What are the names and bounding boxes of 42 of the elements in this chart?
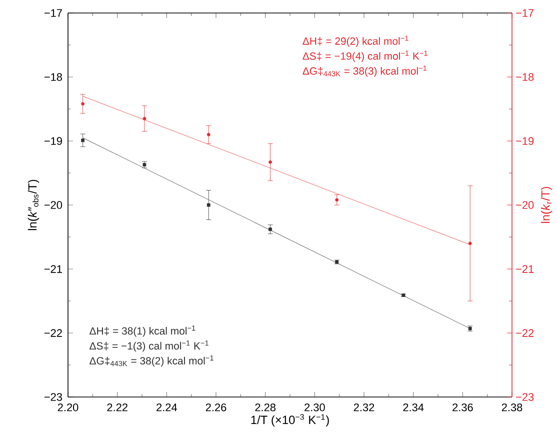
point: [206, 203, 210, 207]
y-tick-label: −20: [44, 201, 62, 209]
x-tick-label: 2.32: [354, 404, 374, 412]
y-tick-label: −18: [44, 73, 62, 81]
x-tick-label: 2.24: [156, 404, 177, 412]
annotation: ΔH‡ = 38(1) kcal mol$^{−1}$: [90, 326, 196, 337]
point: [142, 116, 146, 120]
x-tick-label: 2.34: [403, 404, 424, 412]
annotation: ΔG‡$_{443K}$ = 38(3) kcal mol$^{−1}$: [302, 66, 427, 77]
x-tick-label: 2.30: [304, 404, 325, 412]
y2-tick-label: −20: [516, 201, 534, 209]
x-tick-label: 2.38: [502, 404, 522, 412]
annotation: ΔS‡ = −1(3) cal mol$^{−1}$ K$^{−1}$: [90, 340, 208, 352]
x-tick-label: 2.26: [206, 404, 226, 412]
y2-tick-label: −22: [516, 329, 534, 337]
y2-tick-label: −17: [516, 9, 534, 17]
y-tick-label: −19: [44, 137, 62, 145]
x-tick-label: 2.36: [452, 404, 473, 412]
x-tick-label: 2.22: [107, 404, 128, 412]
x-tick-label: 2.20: [58, 404, 78, 412]
point: [81, 102, 84, 106]
y2-axis-title: ln(k$_{r}$/T): [540, 186, 552, 223]
y-tick-label: −23: [44, 393, 62, 401]
y2-tick-label: −21: [516, 265, 534, 273]
y2-tick-label: −23: [516, 393, 534, 401]
y-tick-label: −22: [44, 329, 62, 337]
y2-tick-label: −18: [516, 73, 534, 81]
annotation: ΔG‡$_{443K}$ = 38(2) kcal mol$^{−1}$: [90, 355, 214, 367]
x-axis-title: 1/T (×10$^{−3}$ K$^{−1}$): [251, 414, 329, 426]
point: [268, 228, 272, 232]
y-tick-label: −21: [44, 265, 62, 273]
point: [206, 132, 210, 136]
point: [335, 198, 339, 202]
point: [81, 138, 84, 142]
annotation: ΔS‡ = −19(4) cal mol$^{−1}$ K$^{−1}$: [302, 50, 428, 62]
y-tick-label: −17: [44, 9, 62, 17]
y-axis-title: ln(k″$_{obs}$/T): [28, 180, 40, 230]
point: [468, 242, 472, 246]
x-tick-label: 2.28: [255, 404, 276, 412]
annotation: ΔH‡ = 29(2) kcal mol$^{−1}$: [302, 36, 408, 47]
point: [268, 160, 272, 164]
y2-tick-label: −19: [516, 137, 534, 145]
